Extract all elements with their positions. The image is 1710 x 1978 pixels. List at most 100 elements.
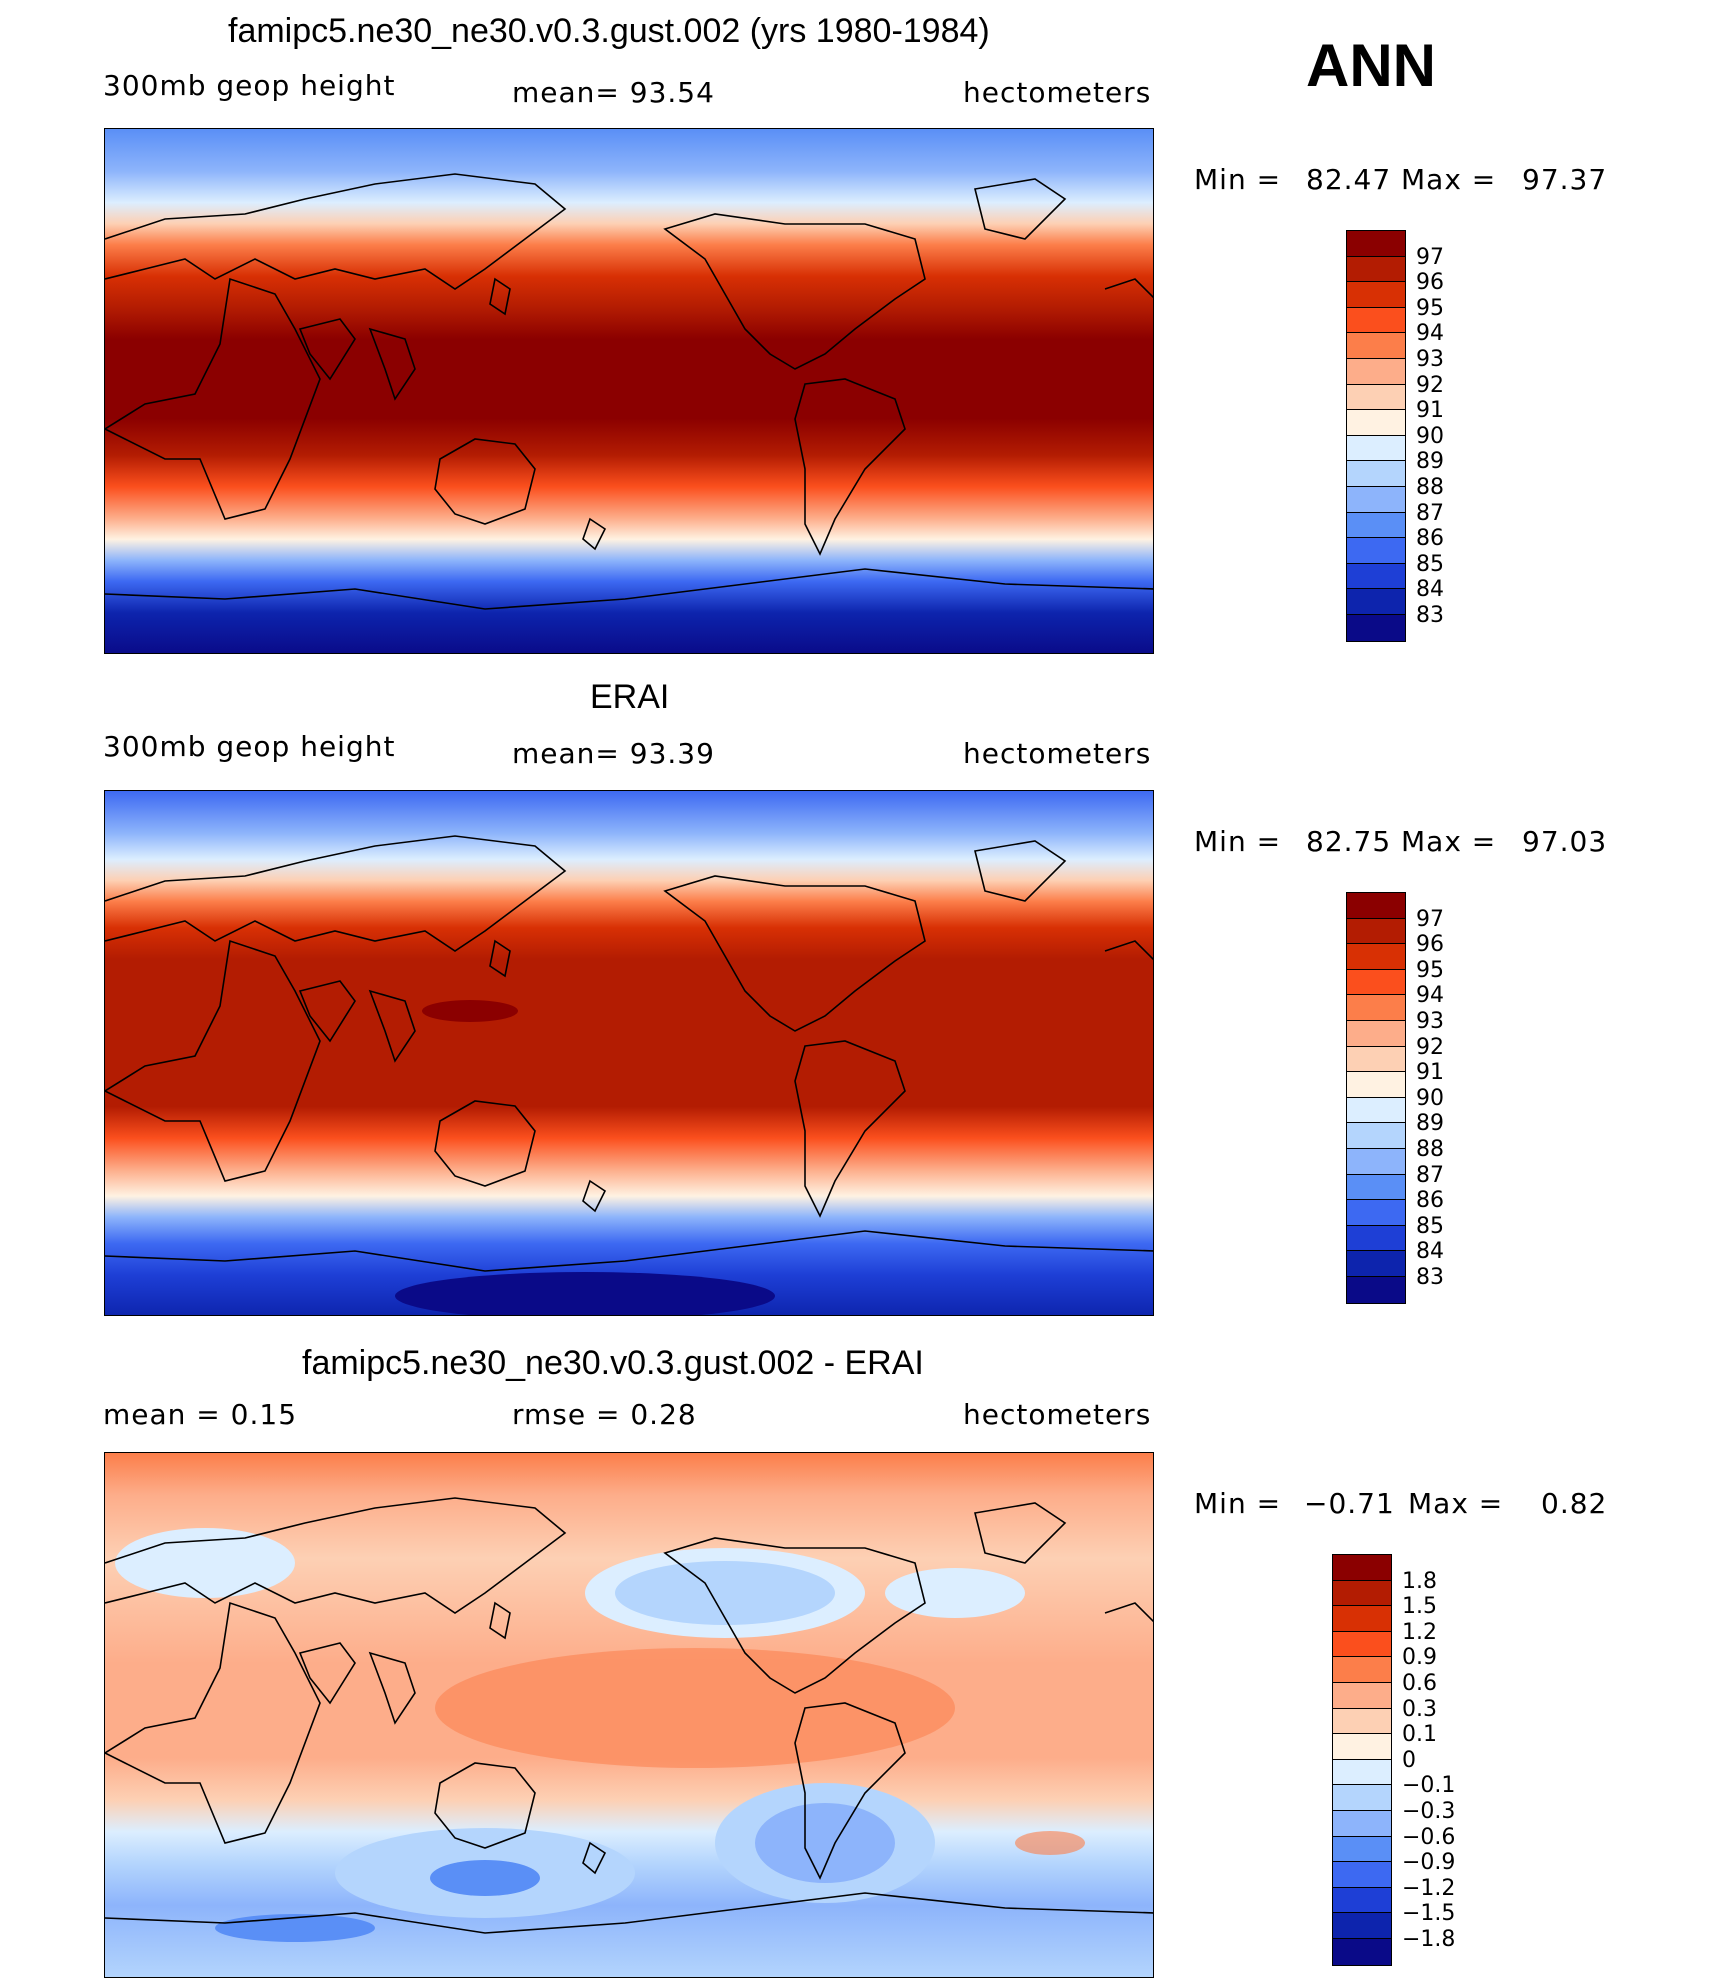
panel-3-coastlines: [105, 1497, 1153, 1934]
colorbar-tick-label: 83: [1416, 1265, 1444, 1290]
panel-1-colorbar: [1346, 230, 1406, 642]
colorbar-tick-label: 85: [1416, 551, 1444, 577]
colorbar-tick-label: 1.2: [1402, 1619, 1437, 1645]
colorbar-swatch: [1347, 410, 1405, 436]
colorbar-tick-label: 95: [1416, 295, 1444, 321]
colorbar-tick-label: 86: [1416, 1188, 1444, 1214]
panel-2-title: ERAI: [590, 678, 670, 716]
colorbar-tick-label: 1.8: [1402, 1568, 1437, 1594]
colorbar-swatch: [1347, 1123, 1405, 1149]
colorbar-swatch: [1347, 918, 1405, 945]
colorbar-swatch: [1347, 614, 1405, 641]
colorbar-swatch: [1333, 1810, 1391, 1837]
colorbar-swatch: [1347, 333, 1405, 359]
panel-2-max-text: Max =: [1401, 825, 1497, 858]
colorbar-tick-label: 85: [1416, 1213, 1444, 1239]
colorbar-tick-label: 0: [1402, 1747, 1416, 1773]
panel-1-mean-label: mean= 93.54: [512, 76, 715, 109]
colorbar-swatch: [1347, 1020, 1405, 1047]
panel-1-coastlines: [105, 173, 1153, 610]
panel-3-map: [104, 1452, 1154, 1978]
colorbar-tick-label: −0.1: [1402, 1773, 1456, 1799]
panel-3-colorbar: [1332, 1554, 1392, 1966]
panel-1-title: famipc5.ne30_ne30.v0.3.gust.002 (yrs 198…: [228, 12, 990, 50]
colorbar-tick-label: −1.5: [1402, 1901, 1456, 1927]
colorbar-tick-label: 97: [1416, 906, 1444, 932]
colorbar-swatch: [1347, 512, 1405, 539]
colorbar-swatch: [1333, 1555, 1391, 1581]
colorbar-swatch: [1347, 944, 1405, 970]
colorbar-swatch: [1333, 1938, 1391, 1965]
colorbar-swatch: [1347, 1072, 1405, 1098]
colorbar-tick-label: 93: [1416, 1009, 1444, 1034]
colorbar-swatch: [1333, 1708, 1391, 1735]
colorbar-tick-label: 89: [1416, 449, 1444, 475]
panel-3-max-value: 0.82: [1541, 1487, 1608, 1520]
panel-2-min-value: 82.75: [1306, 825, 1392, 858]
colorbar-swatch: [1347, 1276, 1405, 1303]
colorbar-swatch: [1347, 589, 1405, 615]
colorbar-swatch: [1333, 1862, 1391, 1888]
colorbar-tick-label: −0.3: [1402, 1799, 1456, 1824]
colorbar-swatch: [1333, 1682, 1391, 1709]
season-label: ANN: [1306, 32, 1436, 99]
colorbar-tick-label: 89: [1416, 1111, 1444, 1137]
colorbar-swatch: [1347, 1046, 1405, 1073]
colorbar-tick-label: 0.1: [1402, 1722, 1437, 1748]
panel-1-map: [104, 128, 1154, 654]
panel-3-max-text: Max =: [1408, 1487, 1504, 1520]
colorbar-tick-label: 96: [1416, 932, 1444, 958]
colorbar-swatch: [1347, 1251, 1405, 1277]
colorbar-swatch: [1333, 1785, 1391, 1811]
panel-2-units-label: hectometers: [963, 737, 1152, 770]
colorbar-swatch: [1347, 538, 1405, 564]
colorbar-swatch: [1347, 995, 1405, 1021]
panel-1-max-value: 97.37: [1522, 163, 1608, 196]
panel-2-coastlines: [105, 835, 1153, 1272]
colorbar-swatch: [1347, 461, 1405, 487]
colorbar-tick-label: 84: [1416, 577, 1444, 603]
colorbar-swatch: [1347, 486, 1405, 513]
colorbar-swatch: [1333, 1734, 1391, 1760]
colorbar-tick-label: 92: [1416, 372, 1444, 398]
panel-3-title: famipc5.ne30_ne30.v0.3.gust.002 - ERAI: [302, 1344, 924, 1382]
colorbar-tick-label: 97: [1416, 244, 1444, 270]
colorbar-tick-label: 84: [1416, 1239, 1444, 1265]
colorbar-tick-label: 86: [1416, 526, 1444, 552]
colorbar-swatch: [1333, 1836, 1391, 1863]
panel-3-min-text: Min =: [1194, 1487, 1282, 1520]
panel-2-mean-label: mean= 93.39: [512, 737, 715, 770]
panel-1-max-text: Max =: [1401, 163, 1497, 196]
colorbar-tick-label: 91: [1416, 398, 1444, 424]
colorbar-swatch: [1347, 563, 1405, 590]
colorbar-tick-label: −0.6: [1402, 1824, 1456, 1850]
panel-3-mean-label: mean = 0.15: [103, 1398, 298, 1431]
colorbar-tick-label: 0.6: [1402, 1671, 1437, 1696]
colorbar-tick-label: 96: [1416, 270, 1444, 296]
colorbar-swatch: [1347, 893, 1405, 919]
panel-2-max-value: 97.03: [1522, 825, 1608, 858]
panel-2-min-text: Min =: [1194, 825, 1282, 858]
panel-3-min-value: −0.71: [1304, 1487, 1395, 1520]
colorbar-swatch: [1347, 307, 1405, 334]
panel-3-rmse-label: rmse = 0.28: [512, 1398, 697, 1431]
colorbar-swatch: [1347, 1225, 1405, 1252]
colorbar-tick-label: 93: [1416, 347, 1444, 372]
colorbar-tick-label: 87: [1416, 500, 1444, 526]
colorbar-tick-label: −0.9: [1402, 1850, 1456, 1876]
colorbar-swatch: [1333, 1580, 1391, 1607]
colorbar-swatch: [1347, 1174, 1405, 1201]
panel-3-units-label: hectometers: [963, 1398, 1152, 1431]
colorbar-tick-label: −1.8: [1402, 1927, 1456, 1952]
colorbar-swatch: [1347, 256, 1405, 283]
colorbar-tick-label: 91: [1416, 1060, 1444, 1086]
colorbar-tick-label: 83: [1416, 603, 1444, 628]
panel-1-units-label: hectometers: [963, 76, 1152, 109]
colorbar-swatch: [1333, 1759, 1391, 1786]
colorbar-tick-label: 0.9: [1402, 1645, 1437, 1671]
colorbar-tick-label: 94: [1416, 321, 1444, 347]
colorbar-swatch: [1347, 1148, 1405, 1175]
colorbar-swatch: [1347, 282, 1405, 308]
panel-2-map: [104, 790, 1154, 1316]
colorbar-tick-label: 95: [1416, 957, 1444, 983]
